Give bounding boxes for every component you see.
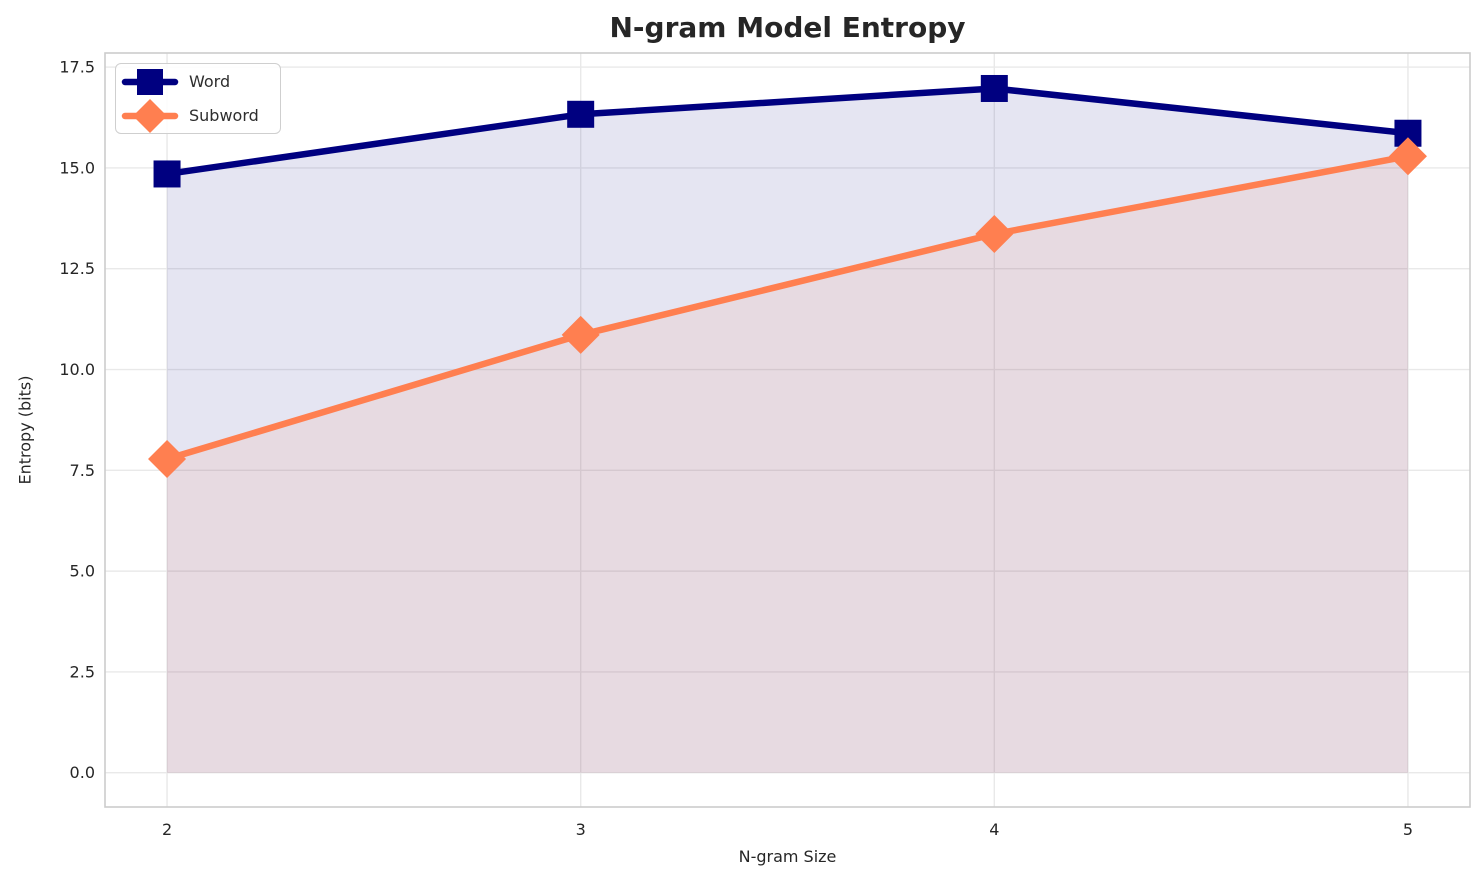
subword-marker	[148, 440, 187, 479]
plot-spines	[104, 52, 1471, 808]
legend-label-word: Word	[189, 72, 231, 91]
y-tick-label: 12.5	[59, 259, 95, 278]
legend-item-subword: Subword	[121, 99, 272, 133]
chart-title: N-gram Model Entropy	[609, 11, 966, 44]
x-tick-label: 3	[576, 820, 586, 839]
x-tick-label: 2	[162, 820, 172, 839]
subword-marker	[561, 315, 600, 354]
subword-marker	[1388, 137, 1427, 176]
word-line	[163, 85, 1412, 178]
word-marker	[153, 160, 181, 188]
y-tick-label: 7.5	[70, 461, 95, 480]
y-tick-label: 17.5	[59, 58, 95, 77]
subword-marker	[975, 215, 1014, 254]
y-tick-label: 0.0	[70, 763, 95, 782]
word-fill	[167, 88, 1408, 773]
x-tick-label: 4	[989, 820, 999, 839]
y-tick-label: 10.0	[59, 360, 95, 379]
y-tick-label: 2.5	[70, 662, 95, 681]
word-series-marker-icon	[121, 69, 179, 95]
legend-label-subword: Subword	[189, 106, 259, 125]
legend: Word Subword	[115, 63, 281, 134]
subword-series-marker-icon	[121, 99, 179, 133]
legend-item-word: Word	[121, 65, 272, 99]
y-axis-label: Entropy (bits)	[15, 375, 35, 485]
subword-line	[163, 152, 1412, 463]
word-marker	[567, 100, 595, 128]
subword-fill	[167, 156, 1408, 773]
x-tick-label: 5	[1403, 820, 1413, 839]
y-tick-label: 5.0	[70, 562, 95, 581]
x-axis-label: N-gram Size	[738, 847, 837, 866]
y-tick-label: 15.0	[59, 158, 95, 177]
word-marker	[980, 74, 1008, 102]
